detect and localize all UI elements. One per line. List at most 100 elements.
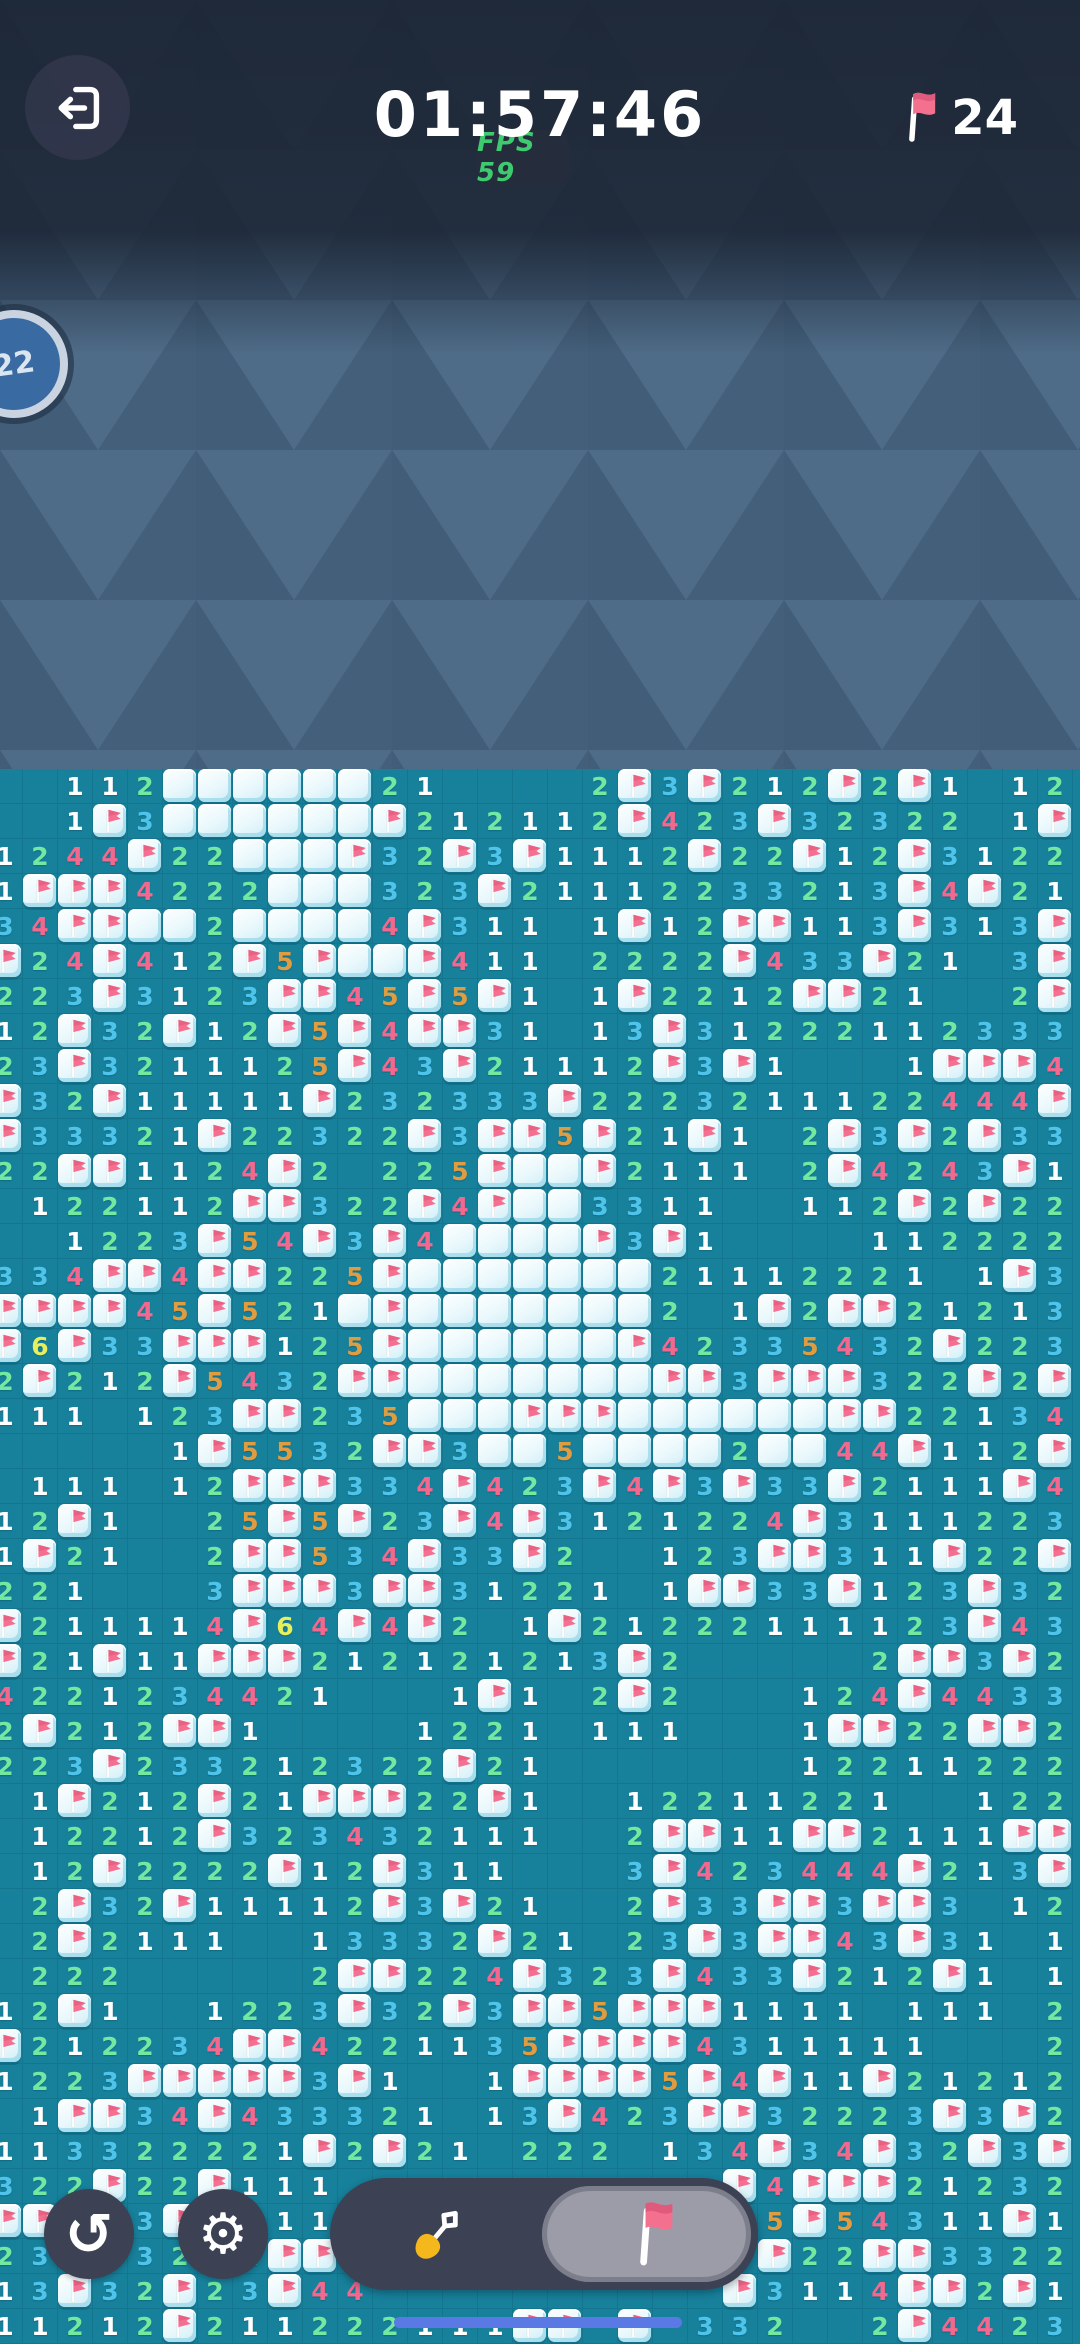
cell-r18c25[interactable] <box>863 1399 898 1434</box>
cell-r17c26[interactable]: 2 <box>898 1364 933 1399</box>
cell-r4c0[interactable]: 3 <box>0 909 23 944</box>
cell-r37c27[interactable]: 1 <box>933 2064 968 2099</box>
cell-r3c30[interactable]: 1 <box>1038 874 1073 909</box>
cell-r33c10[interactable]: 3 <box>338 1924 373 1959</box>
cell-r8c4[interactable]: 2 <box>128 1049 163 1084</box>
cell-r19c20[interactable] <box>688 1434 723 1469</box>
cell-r6c5[interactable]: 1 <box>163 979 198 1014</box>
cell-r11c24[interactable] <box>828 1154 863 1189</box>
cell-r29c9[interactable] <box>303 1784 338 1819</box>
cell-r20c4[interactable] <box>128 1469 163 1504</box>
cell-r5c24[interactable]: 3 <box>828 944 863 979</box>
cell-r20c8[interactable] <box>268 1469 303 1504</box>
cell-r7c30[interactable]: 3 <box>1038 1014 1073 1049</box>
cell-r5c0[interactable] <box>0 944 23 979</box>
cell-r1c25[interactable]: 3 <box>863 804 898 839</box>
cell-r5c20[interactable]: 2 <box>688 944 723 979</box>
cell-r23c1[interactable]: 2 <box>23 1574 58 1609</box>
cell-r39c10[interactable]: 2 <box>338 2134 373 2169</box>
cell-r30c7[interactable]: 3 <box>233 1819 268 1854</box>
cell-r1c24[interactable]: 2 <box>828 804 863 839</box>
cell-r25c1[interactable]: 2 <box>23 1644 58 1679</box>
cell-r0c24[interactable] <box>828 769 863 804</box>
cell-r18c13[interactable] <box>443 1399 478 1434</box>
cell-r13c0[interactable] <box>0 1224 23 1259</box>
cell-r32c27[interactable]: 3 <box>933 1889 968 1924</box>
cell-r25c14[interactable]: 1 <box>478 1644 513 1679</box>
cell-r39c1[interactable]: 1 <box>23 2134 58 2169</box>
cell-r25c21[interactable] <box>723 1644 758 1679</box>
cell-r42c8[interactable] <box>268 2239 303 2274</box>
cell-r28c24[interactable]: 2 <box>828 1749 863 1784</box>
cell-r30c6[interactable] <box>198 1819 233 1854</box>
cell-r16c2[interactable] <box>58 1329 93 1364</box>
cell-r9c20[interactable]: 3 <box>688 1084 723 1119</box>
cell-r25c2[interactable]: 1 <box>58 1644 93 1679</box>
cell-r42c27[interactable]: 3 <box>933 2239 968 2274</box>
cell-r17c24[interactable] <box>828 1364 863 1399</box>
cell-r36c8[interactable] <box>268 2029 303 2064</box>
cell-r0c23[interactable]: 2 <box>793 769 828 804</box>
cell-r16c10[interactable]: 5 <box>338 1329 373 1364</box>
cell-r5c23[interactable]: 3 <box>793 944 828 979</box>
cell-r16c6[interactable] <box>198 1329 233 1364</box>
cell-r9c8[interactable]: 1 <box>268 1084 303 1119</box>
cell-r39c8[interactable]: 1 <box>268 2134 303 2169</box>
cell-r15c3[interactable] <box>93 1294 128 1329</box>
cell-r33c29[interactable] <box>1003 1924 1038 1959</box>
cell-r11c3[interactable] <box>93 1154 128 1189</box>
cell-r28c16[interactable] <box>548 1749 583 1784</box>
cell-r15c29[interactable]: 1 <box>1003 1294 1038 1329</box>
cell-r15c15[interactable] <box>513 1294 548 1329</box>
cell-r33c24[interactable]: 4 <box>828 1924 863 1959</box>
cell-r35c26[interactable]: 1 <box>898 1994 933 2029</box>
cell-r36c10[interactable]: 2 <box>338 2029 373 2064</box>
cell-r32c30[interactable]: 2 <box>1038 1889 1073 1924</box>
cell-r20c26[interactable]: 1 <box>898 1469 933 1504</box>
cell-r2c20[interactable] <box>688 839 723 874</box>
cell-r21c10[interactable] <box>338 1504 373 1539</box>
cell-r43c1[interactable]: 3 <box>23 2274 58 2309</box>
cell-r14c23[interactable]: 2 <box>793 1259 828 1294</box>
cell-r27c24[interactable] <box>828 1714 863 1749</box>
cell-r12c9[interactable]: 3 <box>303 1189 338 1224</box>
cell-r10c4[interactable]: 2 <box>128 1119 163 1154</box>
cell-r28c22[interactable] <box>758 1749 793 1784</box>
cell-r23c21[interactable] <box>723 1574 758 1609</box>
cell-r2c3[interactable]: 4 <box>93 839 128 874</box>
cell-r23c12[interactable] <box>408 1574 443 1609</box>
cell-r41c25[interactable]: 4 <box>863 2204 898 2239</box>
cell-r19c10[interactable]: 2 <box>338 1434 373 1469</box>
cell-r19c9[interactable]: 3 <box>303 1434 338 1469</box>
cell-r0c19[interactable]: 3 <box>653 769 688 804</box>
cell-r7c3[interactable]: 3 <box>93 1014 128 1049</box>
cell-r27c8[interactable] <box>268 1714 303 1749</box>
cell-r22c12[interactable] <box>408 1539 443 1574</box>
cell-r6c23[interactable] <box>793 979 828 1014</box>
cell-r10c7[interactable]: 2 <box>233 1119 268 1154</box>
cell-r34c8[interactable] <box>268 1959 303 1994</box>
cell-r22c11[interactable]: 4 <box>373 1539 408 1574</box>
cell-r4c5[interactable] <box>163 909 198 944</box>
cell-r29c29[interactable]: 2 <box>1003 1784 1038 1819</box>
cell-r14c21[interactable]: 1 <box>723 1259 758 1294</box>
cell-r43c22[interactable]: 3 <box>758 2274 793 2309</box>
cell-r41c22[interactable]: 5 <box>758 2204 793 2239</box>
cell-r28c13[interactable] <box>443 1749 478 1784</box>
cell-r39c17[interactable]: 2 <box>583 2134 618 2169</box>
cell-r37c8[interactable] <box>268 2064 303 2099</box>
cell-r18c9[interactable]: 2 <box>303 1399 338 1434</box>
cell-r5c12[interactable] <box>408 944 443 979</box>
cell-r24c28[interactable] <box>968 1609 1003 1644</box>
cell-r10c10[interactable]: 2 <box>338 1119 373 1154</box>
cell-r9c21[interactable]: 2 <box>723 1084 758 1119</box>
cell-r22c0[interactable]: 1 <box>0 1539 23 1574</box>
cell-r33c12[interactable]: 3 <box>408 1924 443 1959</box>
cell-r29c27[interactable] <box>933 1784 968 1819</box>
cell-r37c9[interactable]: 3 <box>303 2064 338 2099</box>
cell-r44c0[interactable]: 1 <box>0 2309 23 2344</box>
cell-r39c13[interactable]: 1 <box>443 2134 478 2169</box>
cell-r17c7[interactable]: 4 <box>233 1364 268 1399</box>
cell-r27c6[interactable] <box>198 1714 233 1749</box>
cell-r36c28[interactable] <box>968 2029 1003 2064</box>
